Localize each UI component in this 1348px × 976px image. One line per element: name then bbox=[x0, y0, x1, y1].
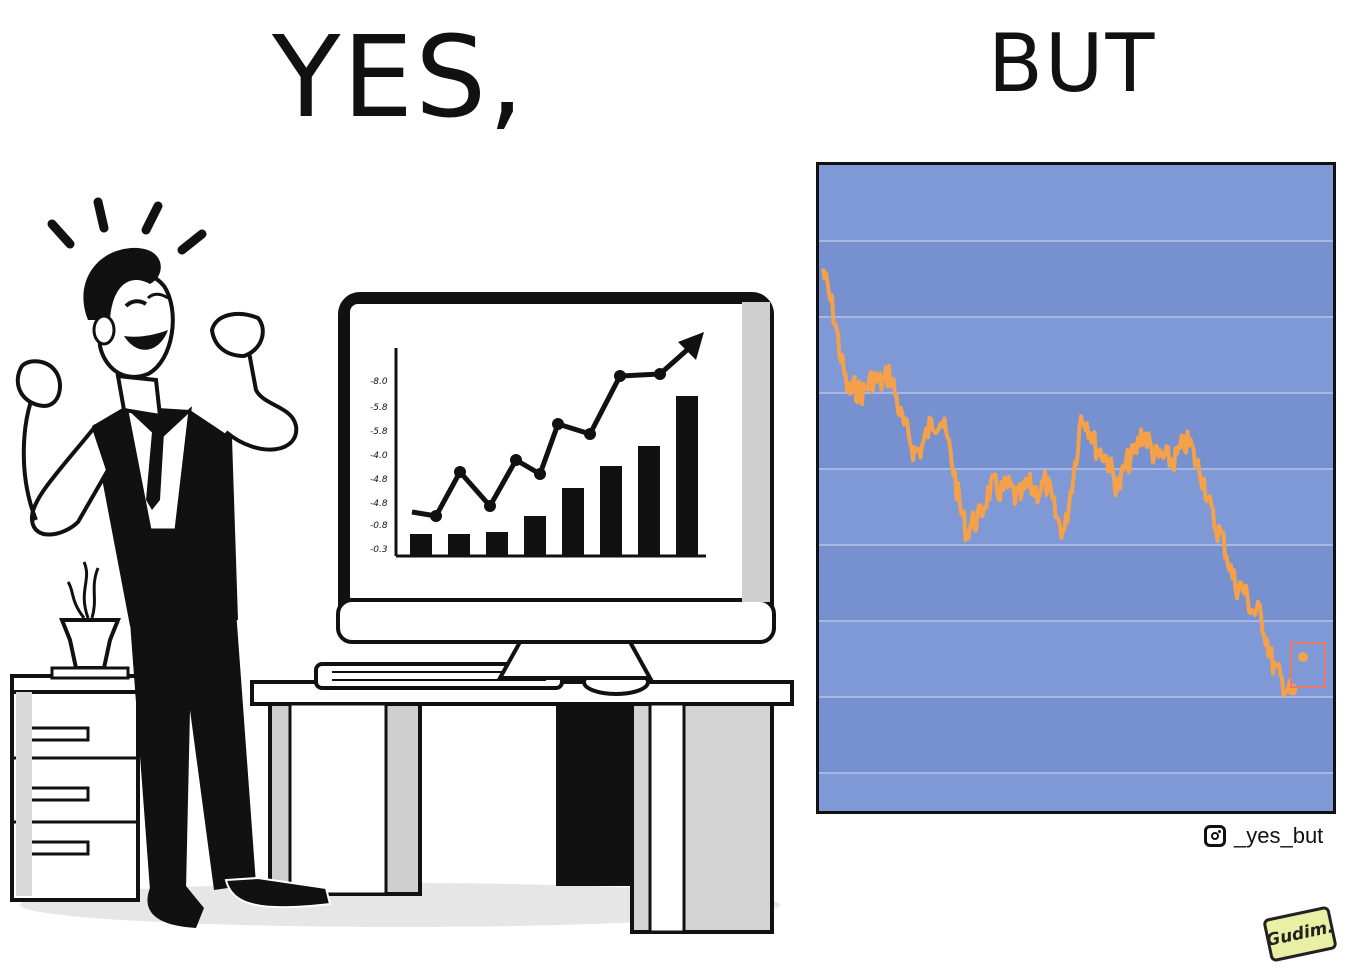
last-point-marker bbox=[1298, 652, 1308, 662]
monitor-bar bbox=[600, 466, 622, 556]
tick-label: -4.8 bbox=[370, 475, 388, 485]
artist-signature: Gudim. bbox=[1262, 905, 1338, 963]
instagram-icon bbox=[1204, 825, 1226, 847]
stock-chart-canvas bbox=[819, 240, 1333, 774]
monitor-bar bbox=[562, 488, 584, 556]
but-title: BUT bbox=[988, 17, 1157, 110]
cheering-man-illustration: -8.0 -5.8 -5.8 -4.0 -4.8 -4.8 -0.8 -0.3 bbox=[10, 197, 794, 934]
tick-label: -0.8 bbox=[370, 521, 388, 531]
chart-band bbox=[819, 697, 1333, 773]
monitor-chart: -8.0 -5.8 -5.8 -4.0 -4.8 -4.8 -0.8 -0.3 bbox=[370, 332, 706, 558]
monitor-bar bbox=[486, 532, 508, 556]
tick-label: -8.0 bbox=[370, 377, 388, 387]
excitement-marks bbox=[47, 197, 207, 255]
man bbox=[15, 247, 332, 928]
tick-label: -4.0 bbox=[370, 451, 388, 461]
monitor-bar bbox=[410, 534, 432, 556]
yes-title: YES, bbox=[272, 13, 526, 143]
price-line bbox=[821, 268, 1299, 698]
arrow-head bbox=[678, 332, 704, 360]
tick-label: -5.8 bbox=[370, 427, 388, 437]
tick-label: -0.3 bbox=[370, 545, 388, 555]
tick-label: -4.8 bbox=[370, 499, 388, 509]
monitor-bar bbox=[448, 534, 470, 556]
stock-chart bbox=[816, 162, 1336, 814]
chart-band bbox=[819, 241, 1333, 317]
monitor-bar bbox=[524, 516, 546, 556]
monitor-bar bbox=[676, 396, 698, 556]
instagram-credit: _yes_but bbox=[1204, 822, 1323, 850]
last-point-highlight bbox=[1290, 642, 1326, 688]
tick-label: -5.8 bbox=[370, 403, 388, 413]
monitor bbox=[336, 292, 776, 680]
monitor-bar bbox=[638, 446, 660, 556]
plant-pot bbox=[50, 561, 130, 680]
credit-handle: _yes_but bbox=[1234, 823, 1324, 848]
file-cabinet bbox=[10, 674, 146, 902]
